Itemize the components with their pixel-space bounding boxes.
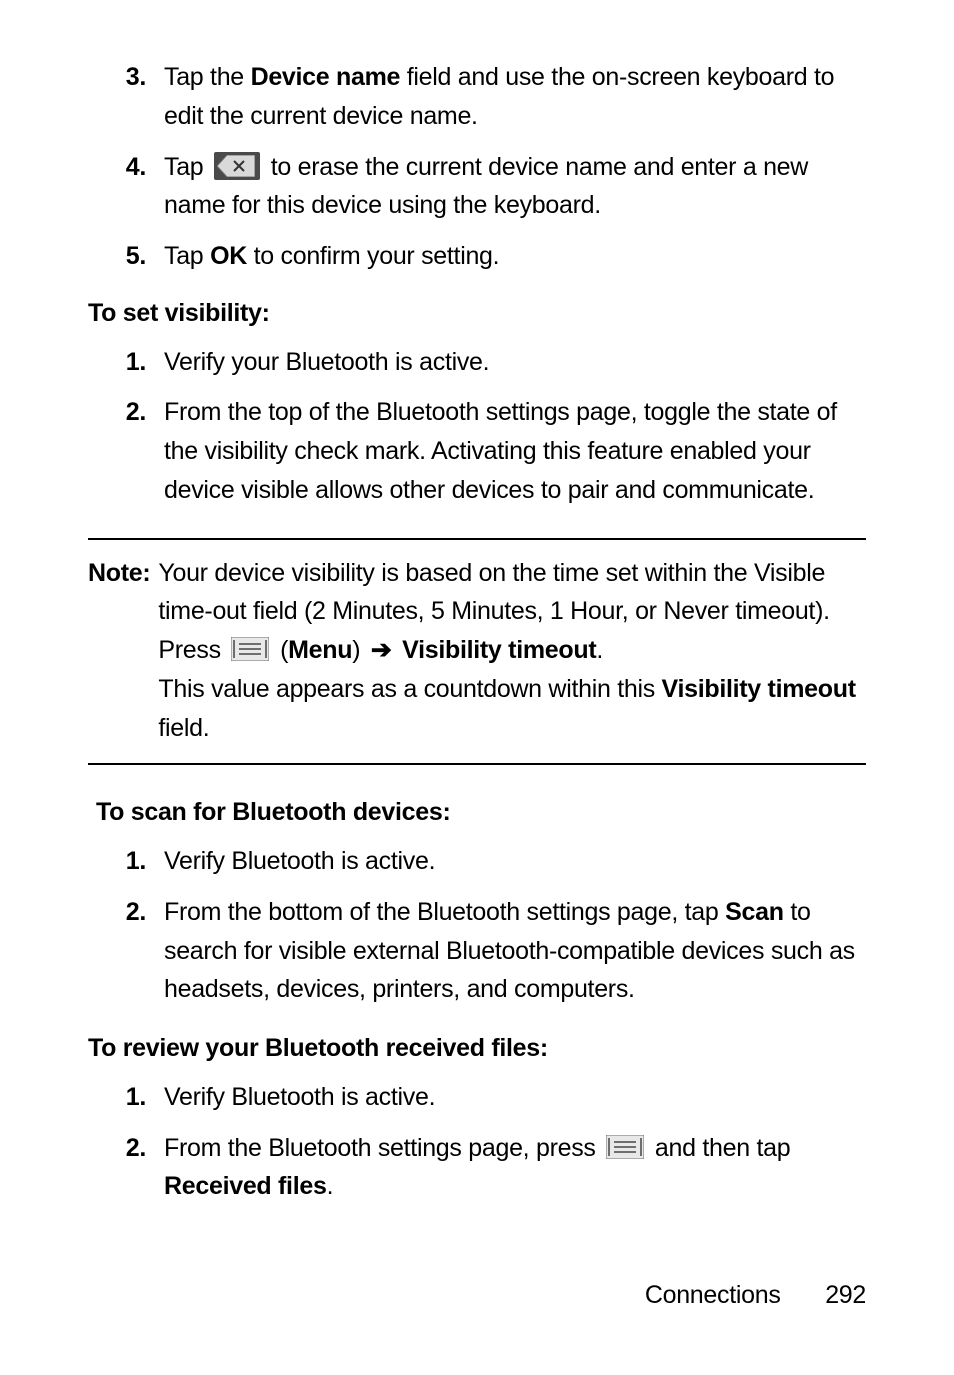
section-name: Connections	[645, 1281, 781, 1309]
step-5: 5. Tap OK to confirm your setting.	[98, 237, 866, 276]
menu-icon	[231, 637, 269, 661]
step-number: 5.	[98, 237, 164, 276]
menu-icon	[606, 1135, 644, 1159]
step-text: From the Bluetooth settings page, press …	[164, 1129, 866, 1207]
step-text: From the top of the Bluetooth settings p…	[164, 393, 866, 509]
ordered-list-review: 1. Verify Bluetooth is active. 2. From t…	[98, 1078, 866, 1206]
step-text: Tap to erase the current device name and…	[164, 148, 866, 226]
step-text: From the bottom of the Bluetooth setting…	[164, 893, 866, 1009]
step-number: 1.	[98, 842, 164, 881]
step-text: Tap the Device name field and use the on…	[164, 58, 866, 136]
step-text: Verify Bluetooth is active.	[164, 1078, 866, 1117]
note-label: Note:	[88, 554, 158, 748]
step-number: 3.	[98, 58, 164, 136]
heading-review: To review your Bluetooth received files:	[88, 1029, 866, 1068]
heading-scan: To scan for Bluetooth devices:	[96, 793, 866, 832]
rev-step-2: 2. From the Bluetooth settings page, pre…	[98, 1129, 866, 1207]
ordered-list-visibility: 1. Verify your Bluetooth is active. 2. F…	[98, 343, 866, 510]
vis-step-2: 2. From the top of the Bluetooth setting…	[98, 393, 866, 509]
step-number: 1.	[98, 343, 164, 382]
page-footer: Connections 292	[88, 1276, 866, 1315]
page-number: 292	[825, 1281, 866, 1309]
step-3: 3. Tap the Device name field and use the…	[98, 58, 866, 136]
step-number: 2.	[98, 893, 164, 1009]
scan-step-1: 1. Verify Bluetooth is active.	[98, 842, 866, 881]
step-number: 2.	[98, 1129, 164, 1207]
rev-step-1: 1. Verify Bluetooth is active.	[98, 1078, 866, 1117]
vis-step-1: 1. Verify your Bluetooth is active.	[98, 343, 866, 382]
scan-step-2: 2. From the bottom of the Bluetooth sett…	[98, 893, 866, 1009]
step-text: Verify your Bluetooth is active.	[164, 343, 866, 382]
note-box: Note: Your device visibility is based on…	[88, 538, 866, 766]
step-number: 4.	[98, 148, 164, 226]
step-number: 2.	[98, 393, 164, 509]
note-inner: Note: Your device visibility is based on…	[88, 554, 866, 748]
ordered-list-top: 3. Tap the Device name field and use the…	[98, 58, 866, 276]
step-4: 4. Tap to erase the current device name …	[98, 148, 866, 226]
heading-visibility: To set visibility:	[88, 294, 866, 333]
arrow-icon: ➔	[371, 636, 392, 664]
page: 3. Tap the Device name field and use the…	[0, 0, 954, 1375]
ordered-list-scan: 1. Verify Bluetooth is active. 2. From t…	[98, 842, 866, 1009]
step-text: Verify Bluetooth is active.	[164, 842, 866, 881]
note-body: Your device visibility is based on the t…	[158, 554, 866, 748]
step-number: 1.	[98, 1078, 164, 1117]
backspace-icon	[214, 152, 260, 180]
step-text: Tap OK to confirm your setting.	[164, 237, 866, 276]
